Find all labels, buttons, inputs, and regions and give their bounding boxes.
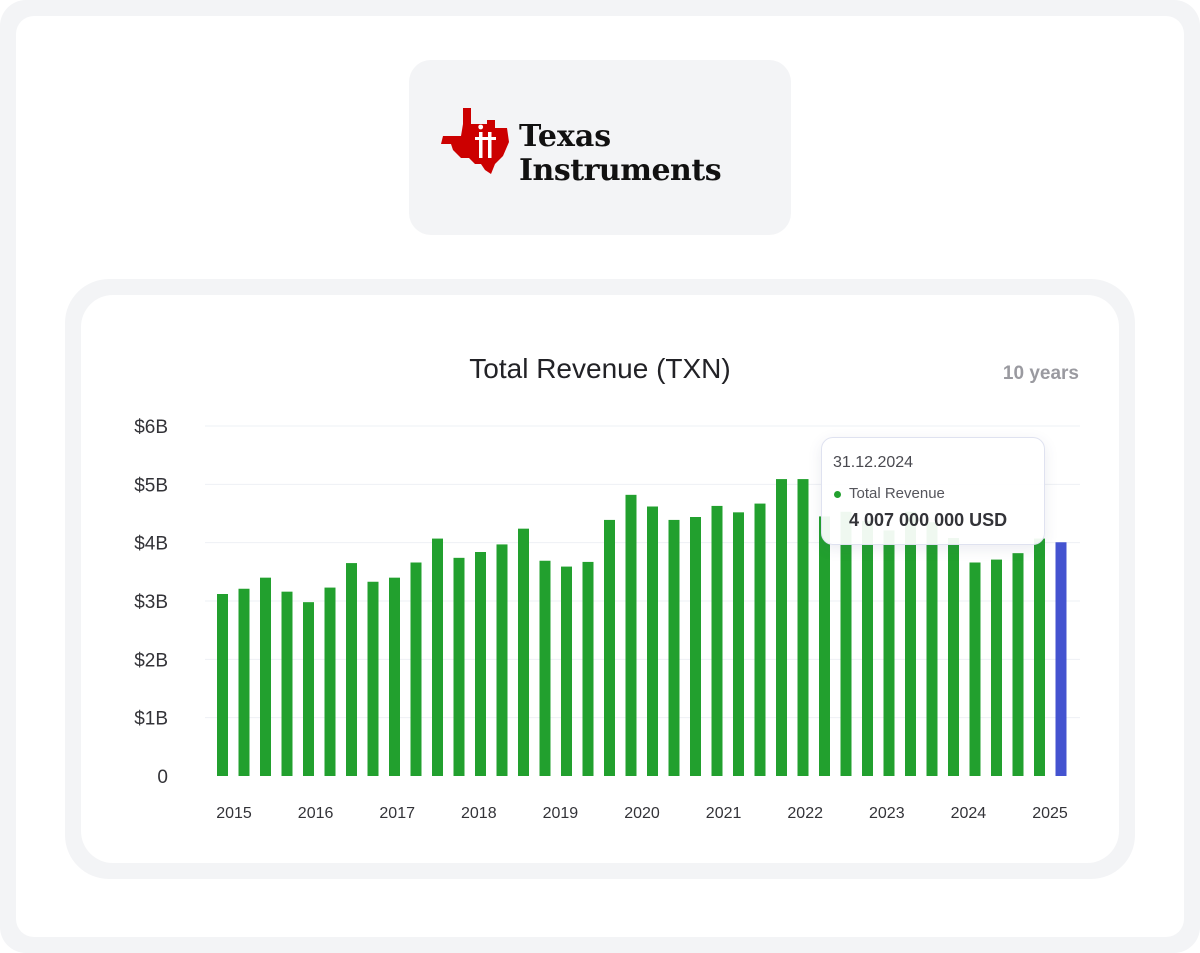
x-tick-label: 2021	[706, 805, 742, 822]
x-tick-label: 2020	[624, 805, 660, 822]
bar[interactable]	[410, 562, 422, 777]
tooltip-value: 4 007 000 000 USD	[849, 510, 1008, 530]
chart-title: Total Revenue (TXN)	[469, 353, 731, 384]
bar[interactable]	[496, 544, 508, 776]
y-tick-label: $4B	[134, 534, 168, 555]
bar[interactable]	[582, 561, 594, 776]
y-tick-label: $5B	[134, 475, 168, 496]
tooltip-series-name: Total Revenue	[849, 485, 945, 502]
bar[interactable]	[453, 557, 465, 776]
tooltip-series-dot-icon	[834, 491, 841, 498]
bar[interactable]	[690, 517, 701, 776]
x-tick-label: 2024	[951, 805, 987, 822]
chart-tooltip: 31.12.2024 Total Revenue 4 007 000 000 U…	[821, 437, 1045, 545]
company-logo-panel: Texas Instruments	[409, 60, 791, 235]
bar[interactable]	[561, 566, 572, 776]
x-tick-label: 2018	[461, 805, 497, 822]
bar[interactable]	[324, 587, 336, 776]
y-tick-label: $2B	[134, 650, 168, 671]
tooltip-date: 31.12.2024	[833, 454, 914, 471]
bar[interactable]	[948, 538, 959, 776]
x-tick-label: 2022	[787, 805, 823, 822]
y-tick-label: $3B	[134, 592, 168, 613]
x-tick-label: 2025	[1032, 805, 1068, 822]
bar[interactable]	[389, 577, 400, 776]
bar[interactable]	[862, 521, 873, 776]
bar[interactable]	[926, 522, 938, 776]
bar[interactable]	[905, 511, 916, 776]
bar[interactable]	[969, 562, 981, 777]
bar[interactable]	[346, 563, 357, 776]
bar[interactable]	[647, 506, 658, 777]
bar[interactable]	[711, 505, 723, 776]
bar[interactable]	[217, 594, 228, 776]
bar[interactable]	[625, 494, 637, 776]
bar[interactable]	[238, 588, 250, 776]
y-tick-label: 0	[157, 767, 168, 788]
bar[interactable]	[797, 479, 809, 776]
bar[interactable]	[991, 559, 1002, 776]
bar[interactable]	[1012, 553, 1024, 776]
bar[interactable]	[733, 512, 744, 776]
bar-highlighted[interactable]	[1055, 542, 1067, 776]
x-tick-label: 2017	[379, 805, 415, 822]
bar[interactable]	[883, 530, 895, 776]
bar[interactable]	[539, 560, 551, 776]
x-tick-label: 2016	[298, 805, 334, 822]
y-tick-label: $1B	[134, 709, 168, 730]
chart-panel: Total Revenue (TXN) 10 years	[65, 279, 1135, 879]
bar[interactable]	[518, 528, 529, 776]
logo-wordmark: Texas Instruments	[519, 119, 722, 188]
bar[interactable]	[367, 581, 379, 776]
bar[interactable]	[819, 516, 830, 776]
logo-line-2: Instruments	[519, 153, 722, 188]
bar[interactable]	[432, 538, 443, 776]
bar[interactable]	[754, 503, 766, 776]
bar[interactable]	[260, 577, 271, 776]
x-tick-label: 2023	[869, 805, 905, 822]
texas-instruments-logo-icon	[441, 108, 509, 174]
bar[interactable]	[668, 519, 680, 776]
chart-card: Total Revenue (TXN) 10 years	[81, 295, 1119, 863]
x-tick-label: 2019	[543, 805, 579, 822]
logo-line-1: Texas	[519, 119, 612, 154]
bar[interactable]	[475, 552, 486, 776]
bar[interactable]	[604, 519, 615, 776]
bar[interactable]	[281, 591, 293, 776]
x-tick-label: 2015	[216, 805, 252, 822]
bar[interactable]	[840, 511, 852, 776]
bar[interactable]	[1034, 538, 1045, 776]
range-selector[interactable]: 10 years	[1002, 363, 1079, 384]
y-tick-label: $6B	[134, 417, 168, 438]
bar[interactable]	[303, 602, 314, 776]
bar[interactable]	[776, 479, 787, 776]
